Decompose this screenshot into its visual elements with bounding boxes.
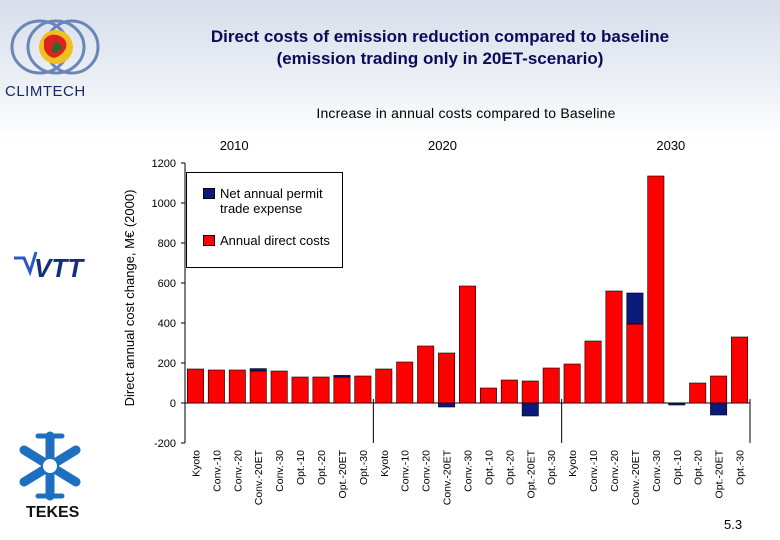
x-tick-label-2010-Opt.-30: Opt.-30 (358, 450, 370, 485)
bar-direct-2030-Opt.-30 (731, 336, 748, 404)
bar-direct-2010-Opt.-20 (312, 376, 330, 404)
bar-direct-2010-Conv.-30 (270, 370, 288, 404)
bar-permit-2020-Opt.-20ET (521, 402, 539, 417)
legend-swatch-direct (203, 235, 215, 246)
bar-direct-2020-Opt.-10 (479, 387, 497, 404)
x-tick-label-2030-Opt.-10: Opt.-10 (672, 450, 684, 485)
x-tick-label-2020-Conv.-20ET: Conv.-20ET (442, 449, 454, 505)
x-tick-label-2010-Opt.-10: Opt.-10 (295, 450, 307, 485)
legend-swatch-permit (203, 188, 215, 199)
bar-direct-2020-Opt.-30 (542, 367, 560, 404)
x-tick-label-2030-Opt.-20: Opt.-20 (693, 450, 705, 485)
bar-direct-2030-Opt.-20 (689, 382, 707, 404)
y-tick-label: 800 (158, 238, 176, 250)
bar-direct-2020-Opt.-20 (500, 379, 518, 404)
page-number: 5.3 (724, 517, 743, 532)
chart-legend: Net annual permit trade expense Annual d… (186, 172, 343, 268)
climtech-logo-text: CLIMTECH (5, 83, 86, 100)
x-tick-label-2020-Opt.-20: Opt.-20 (504, 450, 516, 485)
x-tick-label-2030-Conv.-20ET: Conv.-20ET (630, 449, 642, 505)
legend-label-direct: Annual direct costs (220, 233, 330, 248)
bar-direct-2030-Conv.-20ET (626, 323, 644, 404)
bar-direct-2030-Conv.-20 (605, 290, 623, 404)
chart-title: Increase in annual costs compared to Bas… (316, 105, 616, 121)
legend-label-permit: Net annual permit trade expense (220, 186, 323, 216)
vtt-logo: VTT (14, 251, 85, 283)
y-tick-label: 200 (158, 358, 176, 370)
tekes-snowflake-logo (19, 431, 81, 501)
group-label-2020: 2020 (428, 138, 457, 153)
tekes-logo-text: TEKES (26, 504, 80, 521)
bar-direct-2020-Opt.-20ET (521, 380, 539, 404)
group-label-2010: 2010 (220, 138, 249, 153)
x-tick-label-2030-Opt.-30: Opt.-30 (735, 450, 747, 485)
y-tick-label: 0 (170, 398, 176, 410)
bar-direct-2010-Kyoto (187, 368, 204, 404)
x-tick-label-2020-Kyoto: Kyoto (379, 450, 391, 477)
bar-direct-2010-Conv.-20 (228, 369, 246, 404)
bar-permit-2020-Conv.-20ET (438, 402, 456, 408)
x-tick-label-2020-Conv.-20: Conv.-20 (421, 450, 433, 492)
x-tick-label-2010-Conv.-10: Conv.-10 (211, 450, 223, 492)
x-tick-label-2020-Conv.-10: Conv.-10 (400, 450, 412, 492)
bar-direct-2010-Conv.-20ET (249, 370, 267, 404)
x-tick-label-2010-Opt.-20: Opt.-20 (316, 450, 328, 485)
x-tick-label-2010-Kyoto: Kyoto (190, 450, 202, 477)
bar-permit-2010-Opt.-20ET (333, 375, 351, 378)
x-tick-label-2010-Conv.-20ET: Conv.-20ET (253, 449, 265, 505)
x-tick-label-2010-Conv.-20: Conv.-20 (232, 450, 244, 492)
x-tick-label-2030-Conv.-20: Conv.-20 (609, 450, 621, 492)
bar-direct-2010-Conv.-10 (207, 369, 225, 404)
page-title: Direct costs of emission reduction compa… (140, 26, 740, 70)
y-tick-label: 1200 (152, 158, 176, 170)
x-tick-label-2030-Conv.-30: Conv.-30 (651, 450, 663, 492)
x-tick-label-2030-Opt.-20ET: Opt.-20ET (714, 449, 726, 498)
x-tick-label-2010-Opt.-20ET: Opt.-20ET (337, 449, 349, 498)
x-tick-label-2020-Opt.-20ET: Opt.-20ET (525, 449, 537, 498)
bar-direct-2020-Kyoto (375, 368, 393, 404)
bar-direct-2030-Conv.-30 (647, 175, 665, 404)
bar-direct-2010-Opt.-10 (291, 376, 309, 404)
bar-direct-2020-Conv.-30 (459, 285, 476, 404)
x-tick-label-2010-Conv.-30: Conv.-30 (274, 450, 286, 492)
y-tick-label: 1000 (152, 198, 176, 210)
bar-permit-2030-Opt.-10 (668, 402, 686, 406)
x-tick-label-2020-Opt.-30: Opt.-30 (546, 450, 558, 485)
y-axis-title: Direct annual cost change, M€ (2000) (122, 190, 137, 407)
bar-direct-2020-Conv.-20ET (438, 352, 456, 404)
y-tick-label: -200 (154, 438, 176, 450)
x-tick-label-2030-Kyoto: Kyoto (567, 450, 579, 477)
bar-permit-2010-Conv.-20ET (249, 368, 267, 372)
x-tick-label-2020-Conv.-30: Conv.-30 (463, 450, 475, 492)
vtt-logo-text: VTT (34, 253, 85, 283)
bar-direct-2020-Conv.-10 (396, 361, 414, 404)
y-tick-label: 600 (158, 278, 176, 290)
bar-direct-2030-Conv.-10 (584, 340, 602, 404)
title-line-1: Direct costs of emission reduction compa… (210, 27, 670, 46)
bar-direct-2020-Conv.-20 (417, 345, 435, 404)
bar-permit-2030-Conv.-20ET (626, 292, 644, 325)
x-tick-label-2020-Opt.-10: Opt.-10 (483, 450, 495, 485)
bar-direct-2030-Kyoto (563, 363, 581, 404)
x-tick-label-2030-Conv.-10: Conv.-10 (588, 450, 600, 492)
bar-direct-2030-Opt.-20ET (710, 375, 728, 404)
bar-direct-2010-Opt.-30 (354, 375, 372, 404)
y-tick-label: 400 (158, 318, 176, 330)
title-line-2: (emission trading only in 20ET-scenario) (276, 49, 604, 68)
bar-permit-2030-Opt.-20ET (710, 402, 728, 416)
climtech-globe-logo (10, 19, 100, 75)
bar-direct-2010-Opt.-20ET (333, 376, 351, 404)
group-label-2030: 2030 (656, 138, 685, 153)
